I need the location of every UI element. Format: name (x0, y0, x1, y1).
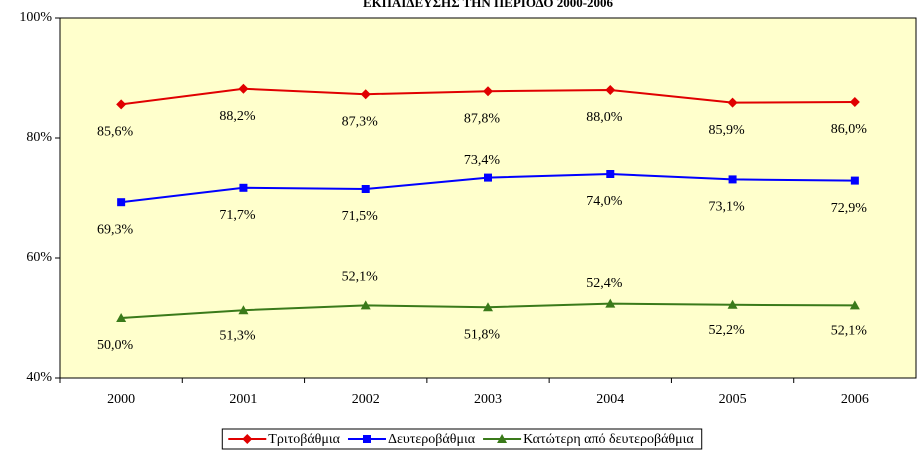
marker (242, 434, 253, 444)
data-label: 88,0% (586, 110, 623, 125)
marker (849, 300, 860, 310)
data-label: 69,3% (97, 222, 134, 237)
marker (361, 185, 370, 193)
data-label: 87,3% (342, 114, 379, 129)
x-tick-label: 2004 (596, 392, 624, 407)
data-label: 86,0% (831, 122, 868, 137)
data-label: 74,0% (586, 194, 623, 209)
marker (362, 435, 371, 443)
data-label: 52,1% (342, 270, 379, 285)
x-tick-label: 2002 (352, 392, 380, 407)
marker (484, 173, 492, 182)
data-label: 71,7% (219, 208, 256, 223)
x-tick-label: 2005 (719, 392, 747, 407)
data-label: 88,2% (219, 109, 256, 124)
x-tick-label: 2006 (841, 392, 869, 407)
marker (483, 302, 493, 312)
y-tick-label: 40% (26, 370, 52, 385)
marker (605, 298, 616, 308)
data-label: 87,8% (464, 111, 501, 126)
marker (728, 175, 737, 184)
marker (727, 299, 738, 309)
x-tick-label: 2000 (107, 392, 135, 407)
marker (606, 170, 615, 178)
marker (849, 97, 860, 107)
marker (117, 198, 126, 207)
legend: Τριτοβάθμια Δευτεροβάθμια Κατώτερη από δευ… (221, 428, 703, 450)
data-label: 73,4% (464, 153, 501, 168)
y-tick-label: 100% (19, 10, 52, 25)
marker (605, 85, 616, 95)
data-label: 72,9% (831, 201, 868, 216)
marker (360, 89, 371, 100)
legend-label: Δευτεροβάθμια (388, 432, 476, 447)
y-tick-label: 60% (26, 250, 52, 265)
marker (483, 86, 493, 97)
x-tick-label: 2003 (474, 392, 502, 407)
data-label: 52,2% (708, 323, 745, 338)
marker (116, 99, 127, 110)
marker (850, 176, 859, 185)
y-tick-label: 80% (26, 130, 52, 145)
data-label: 85,6% (97, 125, 134, 140)
plot-area (59, 17, 917, 379)
data-label: 73,1% (708, 200, 745, 215)
data-label: 51,3% (219, 328, 256, 343)
marker (238, 305, 249, 315)
data-label: 51,8% (464, 327, 501, 342)
x-tick-label: 2001 (229, 392, 257, 407)
marker (360, 300, 371, 310)
marker (116, 313, 127, 322)
marker (497, 434, 508, 443)
data-label: 50,0% (97, 338, 134, 353)
marker (238, 83, 249, 94)
data-label: 52,4% (586, 276, 623, 291)
marker (727, 97, 738, 108)
legend-box (221, 428, 703, 450)
legend-label: Κατώτερη από δευτεροβάθμια (523, 432, 694, 447)
data-label: 71,5% (342, 209, 379, 224)
marker (239, 183, 248, 192)
legend-label: Τριτοβάθμια (268, 432, 340, 447)
chart-title: ΕΚΠΑΙΔΕΥΣΗΣ ΤΗΝ ΠΕΡΙΟΔΟ 2000-2006 (363, 0, 614, 10)
data-label: 85,9% (708, 123, 745, 138)
data-label: 52,1% (831, 324, 868, 339)
